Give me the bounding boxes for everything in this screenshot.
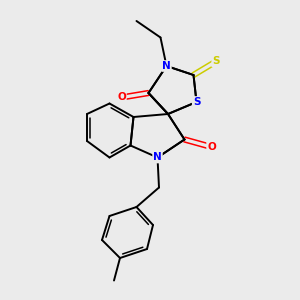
Text: O: O <box>207 142 216 152</box>
Text: S: S <box>193 97 200 107</box>
Text: N: N <box>153 152 162 163</box>
Text: S: S <box>212 56 220 67</box>
Text: O: O <box>117 92 126 103</box>
Text: N: N <box>162 61 171 71</box>
